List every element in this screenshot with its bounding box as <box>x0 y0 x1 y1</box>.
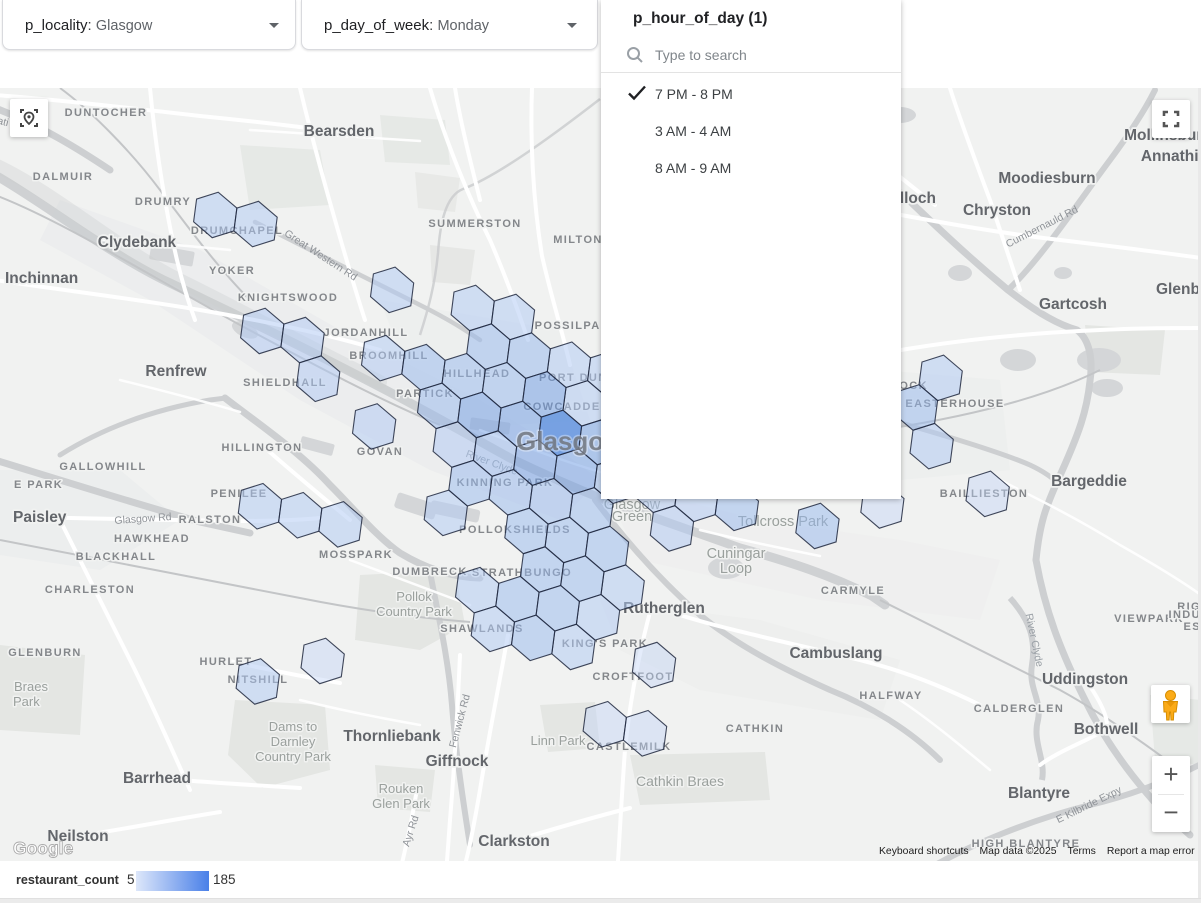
svg-text:POSSILPARK: POSSILPARK <box>535 320 620 332</box>
svg-text:HAWKHEAD: HAWKHEAD <box>114 533 190 545</box>
svg-text:RALSTON: RALSTON <box>179 514 242 526</box>
svg-text:DUNTOCHER: DUNTOCHER <box>65 107 148 119</box>
svg-text:Bothwell: Bothwell <box>1074 721 1139 738</box>
svg-text:Glenboig: Glenboig <box>1156 281 1201 298</box>
svg-text:Rouken: Rouken <box>379 781 424 796</box>
svg-text:DUMBRECK: DUMBRECK <box>392 566 467 578</box>
svg-text:Clydebank: Clydebank <box>98 234 177 251</box>
svg-text:CARMYLE: CARMYLE <box>821 585 885 597</box>
svg-text:Inchinnan: Inchinnan <box>5 270 78 287</box>
svg-text:DALMUIR: DALMUIR <box>33 171 94 183</box>
svg-text:Glasgow Rd: Glasgow Rd <box>114 511 172 527</box>
svg-text:CROFTFOOT: CROFTFOOT <box>592 671 673 683</box>
svg-text:HALFWAY: HALFWAY <box>859 690 922 702</box>
svg-text:DRUMRY: DRUMRY <box>135 196 191 208</box>
svg-text:ES: ES <box>1184 621 1201 633</box>
svg-text:Glen Park: Glen Park <box>372 796 430 811</box>
svg-text:VIEWPARK: VIEWPARK <box>1114 613 1184 625</box>
svg-text:Braes: Braes <box>14 679 48 694</box>
svg-text:INDU: INDU <box>1169 609 1201 621</box>
svg-text:Annathill: Annathill <box>1141 148 1201 165</box>
svg-text:YOKER: YOKER <box>209 265 255 277</box>
svg-text:Dams to: Dams to <box>269 719 317 734</box>
svg-text:RIG: RIG <box>1177 601 1201 613</box>
svg-text:BAILLIESTON: BAILLIESTON <box>940 488 1029 500</box>
svg-text:CASTLEMILK: CASTLEMILK <box>587 741 672 753</box>
svg-text:SUMMERSTON: SUMMERSTON <box>428 218 521 230</box>
svg-text:MOSSPARK: MOSSPARK <box>319 549 393 561</box>
svg-text:Cuningar: Cuningar <box>707 546 766 562</box>
svg-text:CATHKIN: CATHKIN <box>726 723 784 735</box>
svg-text:Clarkston: Clarkston <box>478 833 550 850</box>
svg-text:Moodiesburn: Moodiesburn <box>998 170 1095 187</box>
svg-text:HIGH BLANTYRE: HIGH BLANTYRE <box>972 838 1081 850</box>
svg-text:Renfrew: Renfrew <box>145 363 207 380</box>
svg-text:Barrhead: Barrhead <box>123 770 191 787</box>
svg-text:E PARK: E PARK <box>14 479 63 491</box>
svg-text:ati: ati <box>0 115 10 129</box>
svg-text:KNIGHTSWOOD: KNIGHTSWOOD <box>238 292 338 304</box>
svg-text:CHARLESTON: CHARLESTON <box>45 584 135 596</box>
svg-text:Loop: Loop <box>720 561 752 577</box>
svg-text:Linn Park: Linn Park <box>531 733 586 748</box>
svg-text:Uddingston: Uddingston <box>1042 671 1128 688</box>
svg-text:Giffnock: Giffnock <box>426 753 489 770</box>
svg-text:Chryston: Chryston <box>963 202 1031 219</box>
svg-text:GOVAN: GOVAN <box>357 446 404 458</box>
svg-text:Rutherglen: Rutherglen <box>623 600 705 617</box>
svg-text:HILLINGTON: HILLINGTON <box>221 442 302 454</box>
svg-text:Green: Green <box>612 509 652 525</box>
svg-text:Thornliebank: Thornliebank <box>343 728 441 745</box>
svg-text:Park: Park <box>13 694 40 709</box>
svg-text:Paisley: Paisley <box>13 509 67 526</box>
svg-text:Bargeddie: Bargeddie <box>1051 473 1127 490</box>
svg-text:Cathkin Braes: Cathkin Braes <box>636 773 724 789</box>
svg-text:GLENBURN: GLENBURN <box>8 647 82 659</box>
svg-text:Neilston: Neilston <box>47 828 108 845</box>
svg-text:Blantyre: Blantyre <box>1008 785 1070 802</box>
svg-text:CALDERGLEN: CALDERGLEN <box>974 703 1064 715</box>
svg-text:Pollok: Pollok <box>396 589 432 604</box>
svg-text:MILTON: MILTON <box>553 234 603 246</box>
svg-text:GALLOWHILL: GALLOWHILL <box>59 461 146 473</box>
svg-text:Cambuslang: Cambuslang <box>789 645 882 662</box>
svg-text:Country Park: Country Park <box>255 749 331 764</box>
svg-text:Country Park: Country Park <box>376 604 452 619</box>
svg-text:Bearsden: Bearsden <box>304 123 375 140</box>
svg-text:Gartcosh: Gartcosh <box>1039 296 1107 313</box>
svg-text:BLACKHALL: BLACKHALL <box>76 551 156 563</box>
svg-text:Google: Google <box>13 838 74 858</box>
svg-text:Darnley: Darnley <box>271 734 316 749</box>
